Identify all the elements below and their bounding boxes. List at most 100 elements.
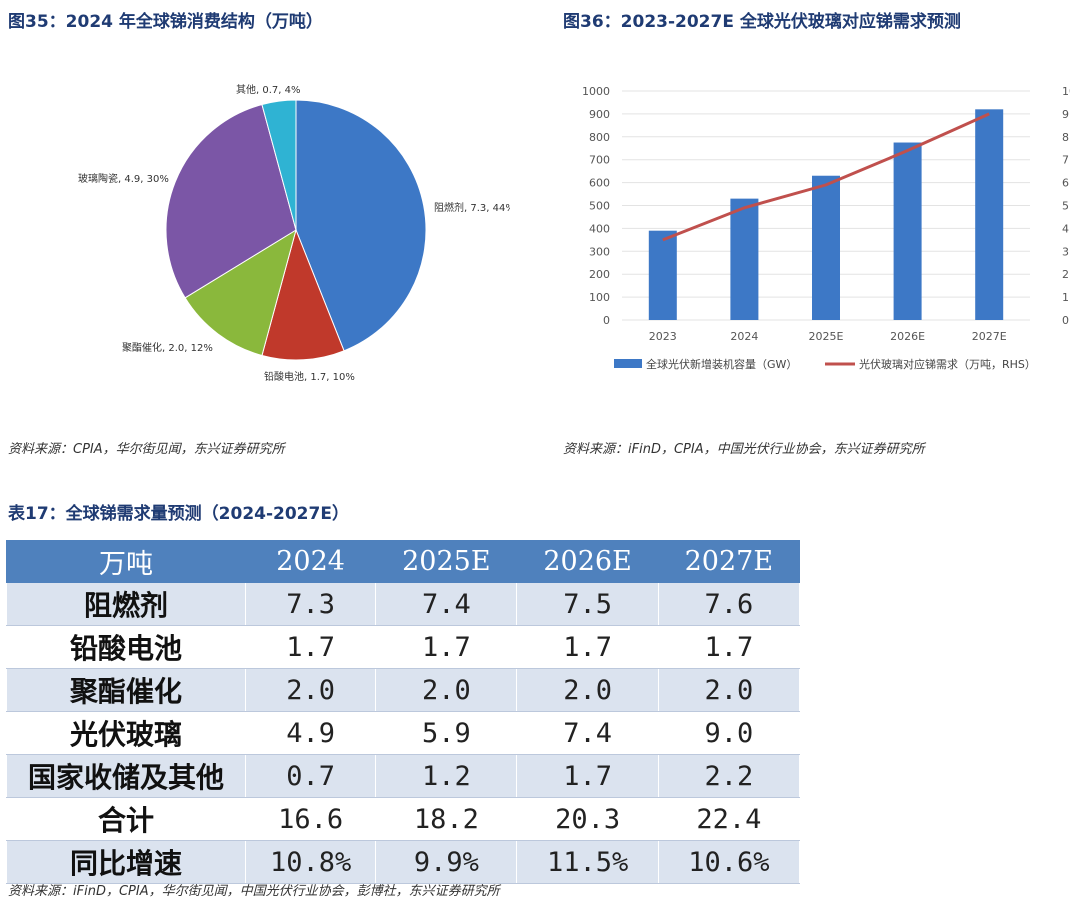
table-header-row: 万吨 2024 2025E 2026E 2027E xyxy=(6,540,801,583)
bar-line-chart: 0 100 200 300 400 500 600 700 800 900 1000 0 1 2 3 4 5 6 7… xyxy=(582,85,1070,371)
y-right-tick-label: 10 xyxy=(1062,85,1070,98)
bar xyxy=(730,198,759,320)
table-header-cell: 2027E xyxy=(657,540,801,583)
table-cell: 1.7 xyxy=(375,625,518,669)
table-cell: 1.7 xyxy=(516,754,659,798)
pie-slice xyxy=(261,99,297,231)
table-cell: 5.9 xyxy=(375,711,518,755)
table-header-cell: 2026E xyxy=(516,540,659,583)
fig36-source: 资料来源：iFinD，CPIA，中国光伏行业协会，东兴证券研究所 xyxy=(563,442,925,457)
table-cell: 1.7 xyxy=(516,625,659,669)
table-cell: 10.8% xyxy=(244,840,377,884)
table-cell: 18.2 xyxy=(375,797,518,841)
table-header-cell: 2025E xyxy=(375,540,518,583)
pie-chart: 阻燃剂, 7.3, 44% 铅酸电池, 1.7, 10% 聚酯催化, 2.0, 12… xyxy=(78,83,510,383)
y-right-tick-label: 9 xyxy=(1062,108,1069,121)
table-cell: 9.9% xyxy=(375,840,518,884)
table-header-cell: 万吨 xyxy=(6,540,246,583)
pie-slice-label: 其他, 0.7, 4% xyxy=(236,83,300,96)
fig35-title: 图35：2024 年全球锑消费结构（万吨） xyxy=(8,12,323,32)
table-cell: 7.4 xyxy=(375,582,518,626)
pie-slice xyxy=(184,228,297,357)
table-cell: 7.5 xyxy=(516,582,659,626)
x-tick-label: 2025E xyxy=(809,330,844,343)
bar xyxy=(893,142,922,320)
table-row: 聚酯催化 2.0 2.0 2.0 2.0 xyxy=(6,668,801,712)
table-cell: 2.2 xyxy=(657,754,801,798)
table-cell: 10.6% xyxy=(657,840,801,884)
table-cell: 1.7 xyxy=(657,625,801,669)
x-tick-label: 2027E xyxy=(972,330,1007,343)
table-row: 国家收储及其他 0.7 1.2 1.7 2.2 xyxy=(6,754,801,798)
table-cell: 2.0 xyxy=(375,668,518,712)
table-cell: 2.0 xyxy=(244,668,377,712)
table-cell: 7.6 xyxy=(657,582,801,626)
row-label: 国家收储及其他 xyxy=(6,754,246,798)
x-tick-label: 2026E xyxy=(890,330,925,343)
y-left-tick-label: 800 xyxy=(589,131,610,144)
y-left-tick-label: 400 xyxy=(589,222,610,235)
y-right-tick-label: 1 xyxy=(1062,291,1069,304)
bar xyxy=(975,109,1004,320)
row-label: 聚酯催化 xyxy=(6,668,246,712)
bar xyxy=(812,175,840,320)
row-label: 光伏玻璃 xyxy=(6,711,246,755)
row-label: 同比增速 xyxy=(6,840,246,884)
pie-slice-label: 铅酸电池, 1.7, 10% xyxy=(264,370,355,383)
y-right-tick-label: 8 xyxy=(1062,131,1069,144)
table-cell: 11.5% xyxy=(516,840,659,884)
y-left-tick-label: 700 xyxy=(589,154,610,167)
legend-line-label: 光伏玻璃对应锑需求（万吨，RHS） xyxy=(859,357,1036,371)
x-tick-label: 2024 xyxy=(730,330,758,343)
table17-title: 表17：全球锑需求量预测（2024-2027E） xyxy=(8,504,349,524)
bar xyxy=(648,230,677,320)
table-row: 合计 16.6 18.2 20.3 22.4 xyxy=(6,797,801,841)
pie-slice xyxy=(261,228,345,361)
table-row: 光伏玻璃 4.9 5.9 7.4 9.0 xyxy=(6,711,801,755)
table-cell: 20.3 xyxy=(516,797,659,841)
y-left-tick-label: 600 xyxy=(589,177,610,190)
y-left-tick-label: 500 xyxy=(589,200,610,213)
table-cell: 2.0 xyxy=(657,668,801,712)
y-right-tick-label: 0 xyxy=(1062,314,1069,327)
pie-slice xyxy=(295,99,427,352)
table17-source: 资料来源：iFinD，CPIA，华尔街见闻，中国光伏行业协会，彭博社，东兴证券研… xyxy=(8,884,500,899)
table-cell: 22.4 xyxy=(657,797,801,841)
row-label: 铅酸电池 xyxy=(6,625,246,669)
table-cell: 16.6 xyxy=(244,797,377,841)
legend-bar-label: 全球光伏新增装机容量（GW） xyxy=(646,357,797,371)
legend-bar-swatch xyxy=(614,359,642,368)
table-cell: 7.4 xyxy=(516,711,659,755)
table-cell: 2.0 xyxy=(516,668,659,712)
y-left-tick-label: 0 xyxy=(603,314,610,327)
y-right-tick-label: 4 xyxy=(1062,222,1069,235)
pie-slice-label: 阻燃剂, 7.3, 44% xyxy=(434,201,510,214)
table-cell: 7.3 xyxy=(244,582,377,626)
table-row: 铅酸电池 1.7 1.7 1.7 1.7 xyxy=(6,625,801,669)
y-right-tick-label: 2 xyxy=(1062,268,1069,281)
fig36-title: 图36：2023-2027E 全球光伏玻璃对应锑需求预测 xyxy=(563,12,961,32)
table-row: 阻燃剂 7.3 7.4 7.5 7.6 xyxy=(6,582,801,626)
fig35-source: 资料来源：CPIA，华尔街见闻，东兴证券研究所 xyxy=(8,442,285,457)
y-right-tick-label: 6 xyxy=(1062,177,1069,190)
y-left-tick-label: 200 xyxy=(589,268,610,281)
y-left-tick-label: 900 xyxy=(589,108,610,121)
x-tick-label: 2023 xyxy=(649,330,677,343)
y-right-tick-label: 5 xyxy=(1062,200,1069,213)
row-label: 合计 xyxy=(6,797,246,841)
table-header-cell: 2024 xyxy=(244,540,377,583)
y-left-tick-label: 1000 xyxy=(582,85,610,98)
table-cell: 9.0 xyxy=(657,711,801,755)
pie-slice xyxy=(165,103,297,299)
pie-slice-label: 玻璃陶瓷, 4.9, 30% xyxy=(78,172,169,185)
y-right-tick-label: 7 xyxy=(1062,154,1069,167)
line-series xyxy=(662,112,990,242)
y-left-tick-label: 100 xyxy=(589,291,610,304)
row-label: 阻燃剂 xyxy=(6,582,246,626)
demand-table: 万吨 2024 2025E 2026E 2027E 阻燃剂 7.3 7.4 7.… xyxy=(6,540,801,884)
table-cell: 1.2 xyxy=(375,754,518,798)
table-cell: 1.7 xyxy=(244,625,377,669)
y-left-tick-label: 300 xyxy=(589,245,610,258)
pie-slice-label: 聚酯催化, 2.0, 12% xyxy=(122,341,213,354)
table-row: 同比增速 10.8% 9.9% 11.5% 10.6% xyxy=(6,840,801,884)
